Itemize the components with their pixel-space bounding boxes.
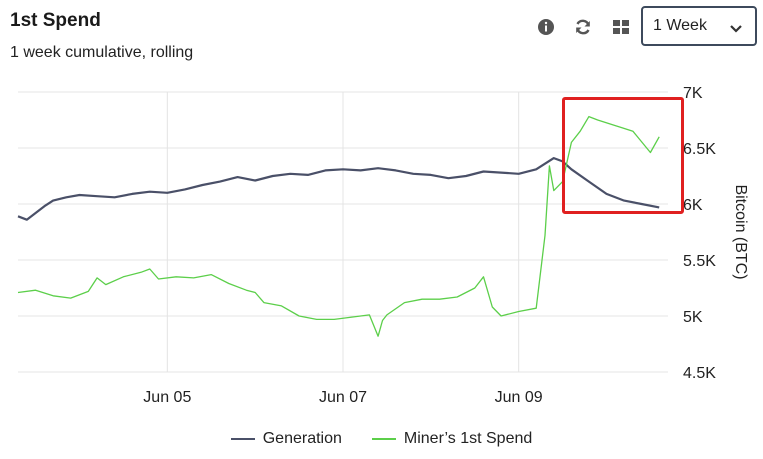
x-tick-label: Jun 05 xyxy=(143,389,191,406)
x-tick-label: Jun 09 xyxy=(495,389,543,406)
highlight-box xyxy=(562,97,684,214)
y-tick-label: 6K xyxy=(683,197,703,214)
chart-subtitle: 1 week cumulative, rolling xyxy=(10,44,194,61)
line-chart: 4.5K 5K 5.5K 6K 6.5K 7K Jun 05 Jun 07 Jun 09 Bit… xyxy=(17,85,749,406)
chart-title: 1st Spend xyxy=(10,10,101,31)
legend-item-first-spend[interactable]: Miner’s 1st Spend xyxy=(371,430,533,448)
grid-icon[interactable] xyxy=(612,18,630,36)
legend-swatch-generation xyxy=(230,438,255,440)
y-tick-label: 5K xyxy=(683,309,703,326)
series-line-generation xyxy=(17,157,660,221)
refresh-icon[interactable] xyxy=(574,18,592,36)
chart-grid xyxy=(18,91,668,373)
range-select-value: 1 Week xyxy=(653,17,707,34)
y-tick-label: 6.5K xyxy=(683,141,716,158)
y-tick-label: 5.5K xyxy=(683,253,716,270)
x-tick-label: Jun 07 xyxy=(319,389,367,406)
y-tick-label: 7K xyxy=(683,85,703,102)
chart-legend: Generation Miner’s 1st Spend xyxy=(0,430,763,448)
info-icon[interactable] xyxy=(537,18,555,36)
legend-label-generation: Generation xyxy=(262,430,342,447)
range-select[interactable]: 1 Week xyxy=(641,6,757,46)
chevron-down-icon xyxy=(729,21,743,39)
y-axis-label: Bitcoin (BTC) xyxy=(732,184,749,279)
legend-item-generation[interactable]: Generation xyxy=(230,430,342,448)
y-tick-label: 4.5K xyxy=(683,365,716,382)
chart-ticks: 4.5K 5K 5.5K 6K 6.5K 7K Jun 05 Jun 07 Jun 09 xyxy=(143,85,716,406)
legend-swatch-first-spend xyxy=(371,438,396,440)
legend-label-first-spend: Miner’s 1st Spend xyxy=(403,430,533,447)
